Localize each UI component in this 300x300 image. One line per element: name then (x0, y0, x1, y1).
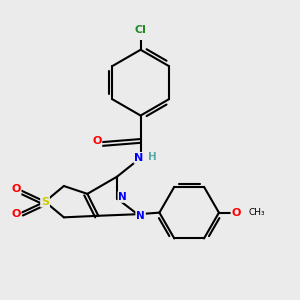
Text: N: N (118, 192, 127, 202)
Text: N: N (136, 211, 145, 221)
Text: N: N (134, 153, 144, 163)
Text: O: O (11, 184, 21, 194)
Text: S: S (41, 197, 49, 207)
Text: O: O (232, 208, 241, 218)
Text: H: H (148, 152, 157, 162)
Text: CH₃: CH₃ (248, 208, 265, 217)
Text: Cl: Cl (135, 25, 146, 35)
Text: O: O (11, 209, 21, 219)
Text: O: O (92, 136, 101, 146)
